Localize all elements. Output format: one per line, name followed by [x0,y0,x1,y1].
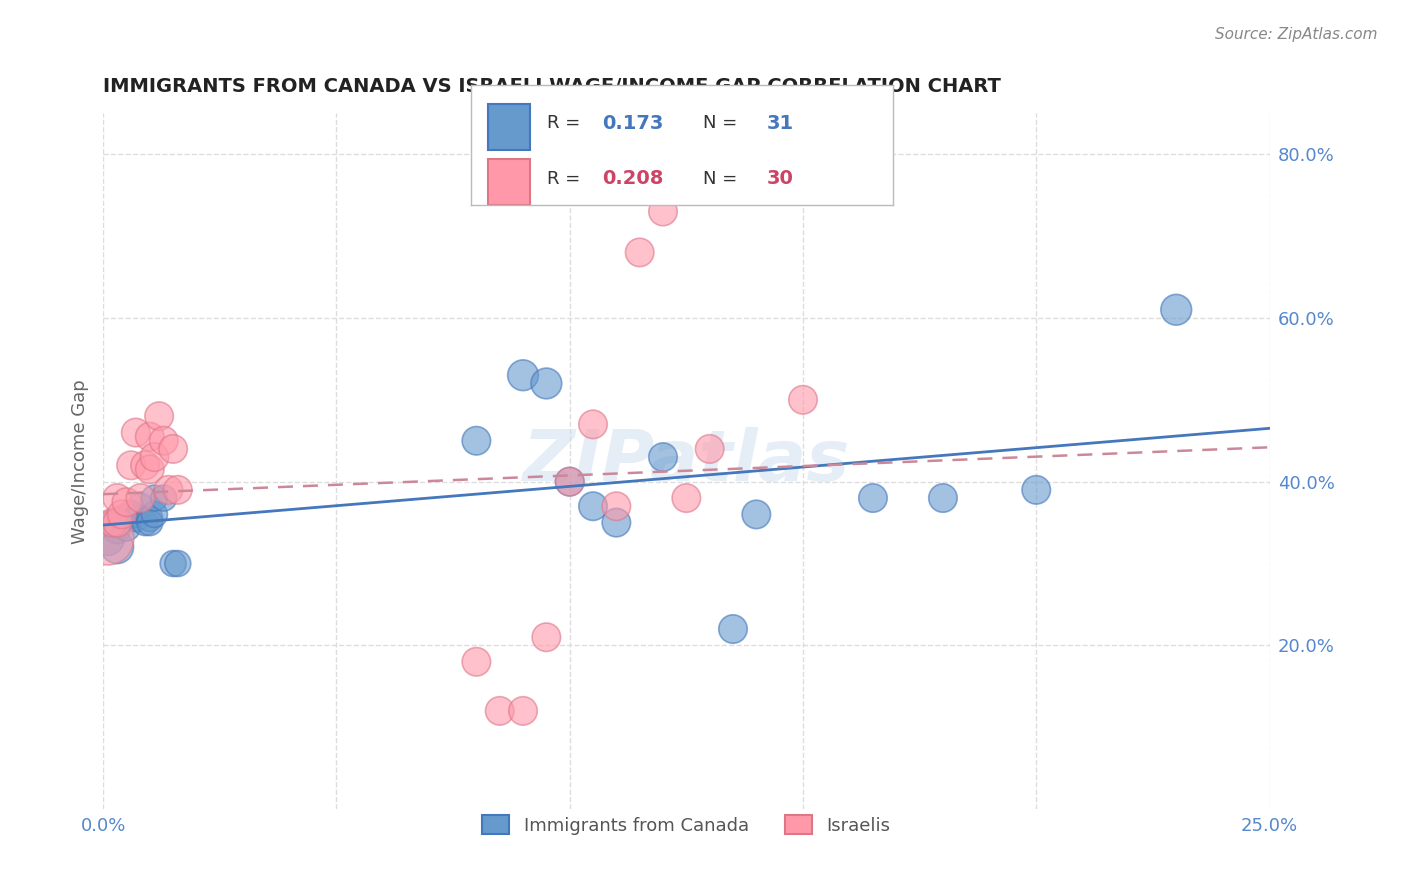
Y-axis label: Wage/Income Gap: Wage/Income Gap [72,379,89,543]
Point [512,704,534,718]
Text: IMMIGRANTS FROM CANADA VS ISRAELI WAGE/INCOME GAP CORRELATION CHART: IMMIGRANTS FROM CANADA VS ISRAELI WAGE/I… [103,78,1001,96]
Point [139,511,162,525]
Point [558,475,581,489]
Point [465,434,488,448]
Point [862,491,884,505]
Point [115,495,138,509]
Point [652,204,675,219]
Point [605,500,627,514]
Point [536,376,558,391]
Point [745,508,768,522]
Point [143,450,166,464]
Point [120,508,142,522]
Point [628,245,651,260]
Point [1166,302,1188,317]
Point [162,557,184,571]
Point [125,511,148,525]
Point [129,500,152,514]
Point [97,532,120,546]
Legend: Immigrants from Canada, Israelis: Immigrants from Canada, Israelis [475,808,897,842]
Point [675,491,697,505]
Point [143,508,166,522]
Point [139,516,162,530]
Point [166,483,188,497]
Point [699,442,721,456]
Point [582,417,605,432]
Point [166,557,188,571]
Point [120,508,142,522]
Point [152,491,174,505]
Point [465,655,488,669]
Bar [488,104,530,150]
Text: 31: 31 [766,114,793,133]
Point [1025,483,1047,497]
Point [134,516,156,530]
Point [148,409,170,424]
Point [139,430,162,444]
Bar [488,160,530,205]
Point [111,508,134,522]
Point [157,483,180,497]
Text: ZIPatlas: ZIPatlas [523,426,851,496]
Point [162,442,184,456]
Point [105,524,128,538]
Point [111,511,134,525]
Point [152,434,174,448]
Text: Source: ZipAtlas.com: Source: ZipAtlas.com [1215,27,1378,42]
Text: 0.173: 0.173 [602,114,664,133]
Text: R =: R = [547,114,586,132]
Point [115,519,138,533]
Text: 0.208: 0.208 [602,169,664,188]
Point [721,622,744,636]
Point [139,462,162,476]
Point [101,516,124,530]
Point [652,450,675,464]
Point [105,516,128,530]
Point [488,704,510,718]
Point [792,392,814,407]
Point [536,630,558,644]
Point [932,491,955,505]
Point [558,475,581,489]
Text: 30: 30 [766,169,793,188]
Point [125,425,148,440]
Point [143,491,166,505]
Point [605,516,627,530]
Point [134,458,156,473]
Text: N =: N = [703,114,742,132]
Point [97,532,120,546]
Point [582,500,605,514]
Point [105,540,128,554]
Point [512,368,534,383]
Text: N =: N = [703,169,742,187]
Point [129,491,152,505]
Point [105,491,128,505]
Text: R =: R = [547,169,586,187]
Point [120,458,142,473]
Point [101,516,124,530]
